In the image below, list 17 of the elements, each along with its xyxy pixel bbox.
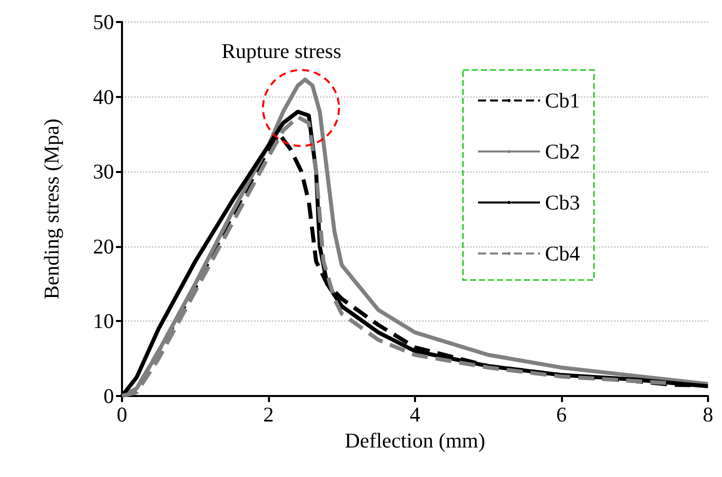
legend-label: Cb4 xyxy=(544,242,580,266)
x-axis-title: Deflection (mm) xyxy=(344,428,486,452)
x-tick-label: 4 xyxy=(410,402,421,426)
annotation: Rupture stress xyxy=(222,39,342,64)
legend-label: Cb2 xyxy=(544,140,580,164)
y-tick-label: 20 xyxy=(93,234,114,258)
y-tick-label: 0 xyxy=(104,384,114,408)
legend-label: Cb1 xyxy=(544,88,580,112)
x-tick-label: 8 xyxy=(702,402,714,426)
x-tick-label: 6 xyxy=(556,402,567,426)
x-tick-label: 2 xyxy=(263,402,274,426)
legend-label: Cb3 xyxy=(544,190,580,214)
y-axis-title: Bending stress (Mpa) xyxy=(40,118,64,300)
y-tick-label: 30 xyxy=(93,160,114,184)
y-tick-label: 10 xyxy=(93,309,114,334)
y-tick-label: 40 xyxy=(93,84,114,109)
y-tick-label: 50 xyxy=(93,10,114,34)
